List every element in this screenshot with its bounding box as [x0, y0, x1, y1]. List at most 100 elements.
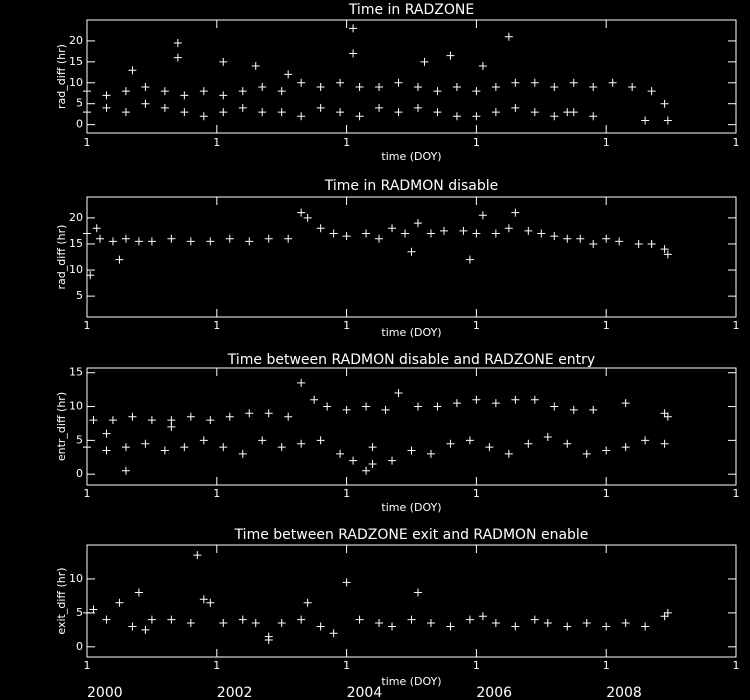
point [543, 619, 552, 628]
point [180, 108, 189, 117]
plot-frame [86, 196, 737, 318]
point [589, 405, 598, 414]
point [413, 82, 422, 91]
point [485, 443, 494, 452]
point [550, 82, 559, 91]
point [621, 399, 630, 408]
x-tick-label: 1 [84, 659, 91, 672]
point [83, 108, 91, 117]
point [375, 234, 384, 243]
x-tick-label: 1 [733, 487, 740, 500]
point [660, 612, 669, 621]
point [628, 82, 637, 91]
point [582, 619, 591, 628]
x-tick-label: 1 [213, 659, 220, 672]
point [284, 412, 293, 421]
x-tick-label: 1 [84, 487, 91, 500]
point [108, 416, 117, 425]
year-label: 2002 [217, 685, 253, 700]
point [206, 416, 215, 425]
y-tick-label: 20 [69, 211, 83, 224]
x-tick-label: 1 [603, 487, 610, 500]
y-tick-label: 10 [69, 263, 83, 276]
point [173, 39, 182, 48]
chart-title: Time in RADMON disable [324, 178, 499, 194]
point [459, 226, 468, 235]
point [615, 237, 624, 246]
x-axis-label: time (DOY) [381, 326, 441, 339]
point [297, 208, 306, 217]
point [433, 108, 442, 117]
point [504, 449, 513, 458]
point [329, 229, 338, 238]
point [375, 619, 384, 628]
point [134, 237, 143, 246]
point [329, 629, 338, 638]
point [530, 395, 539, 404]
point [225, 234, 234, 243]
point [83, 443, 91, 452]
year-label: 2006 [476, 685, 512, 700]
point [511, 395, 520, 404]
point [193, 551, 202, 560]
point [543, 432, 552, 441]
x-tick-label: 1 [343, 659, 350, 672]
year-label: 2008 [606, 685, 642, 700]
point [92, 224, 101, 233]
point [102, 615, 111, 624]
point [375, 103, 384, 112]
point [225, 412, 234, 421]
y-axis-label: rad_diff (hr) [55, 44, 68, 109]
x-tick-label: 1 [84, 319, 91, 332]
point [589, 239, 598, 248]
y-axis-label: entr_diff (hr) [55, 392, 68, 461]
point [647, 239, 656, 248]
point [530, 78, 539, 87]
point [147, 237, 156, 246]
point [589, 112, 598, 121]
y-tick-label: 10 [69, 400, 83, 413]
point [478, 211, 487, 220]
point [108, 237, 117, 246]
x-tick-label: 1 [473, 487, 480, 500]
plot-frame [86, 367, 737, 486]
point [621, 619, 630, 628]
point [121, 108, 130, 117]
x-tick-label: 1 [213, 319, 220, 332]
point [134, 588, 143, 597]
point [589, 82, 598, 91]
point [413, 402, 422, 411]
y-tick-label: 0 [76, 467, 83, 480]
point [491, 82, 500, 91]
point [355, 615, 364, 624]
point [472, 229, 481, 238]
point [511, 622, 520, 631]
y-tick-label: 15 [69, 366, 83, 379]
point [316, 224, 325, 233]
y-tick-label: 15 [69, 55, 83, 68]
point [439, 226, 448, 235]
point [238, 103, 247, 112]
point [186, 619, 195, 628]
point [375, 82, 384, 91]
point [115, 598, 124, 607]
point [102, 103, 111, 112]
point [634, 239, 643, 248]
point [550, 402, 559, 411]
y-tick-label: 5 [76, 289, 83, 302]
point [394, 108, 403, 117]
point [641, 622, 650, 631]
point [199, 595, 208, 604]
point [141, 99, 150, 108]
point [446, 439, 455, 448]
point [563, 234, 572, 243]
point [355, 82, 364, 91]
x-tick-label: 1 [473, 136, 480, 149]
point [602, 234, 611, 243]
point [167, 615, 176, 624]
y-axis-label: rad_diff (hr) [55, 225, 68, 290]
point [530, 108, 539, 117]
point [362, 229, 371, 238]
point [284, 70, 293, 79]
